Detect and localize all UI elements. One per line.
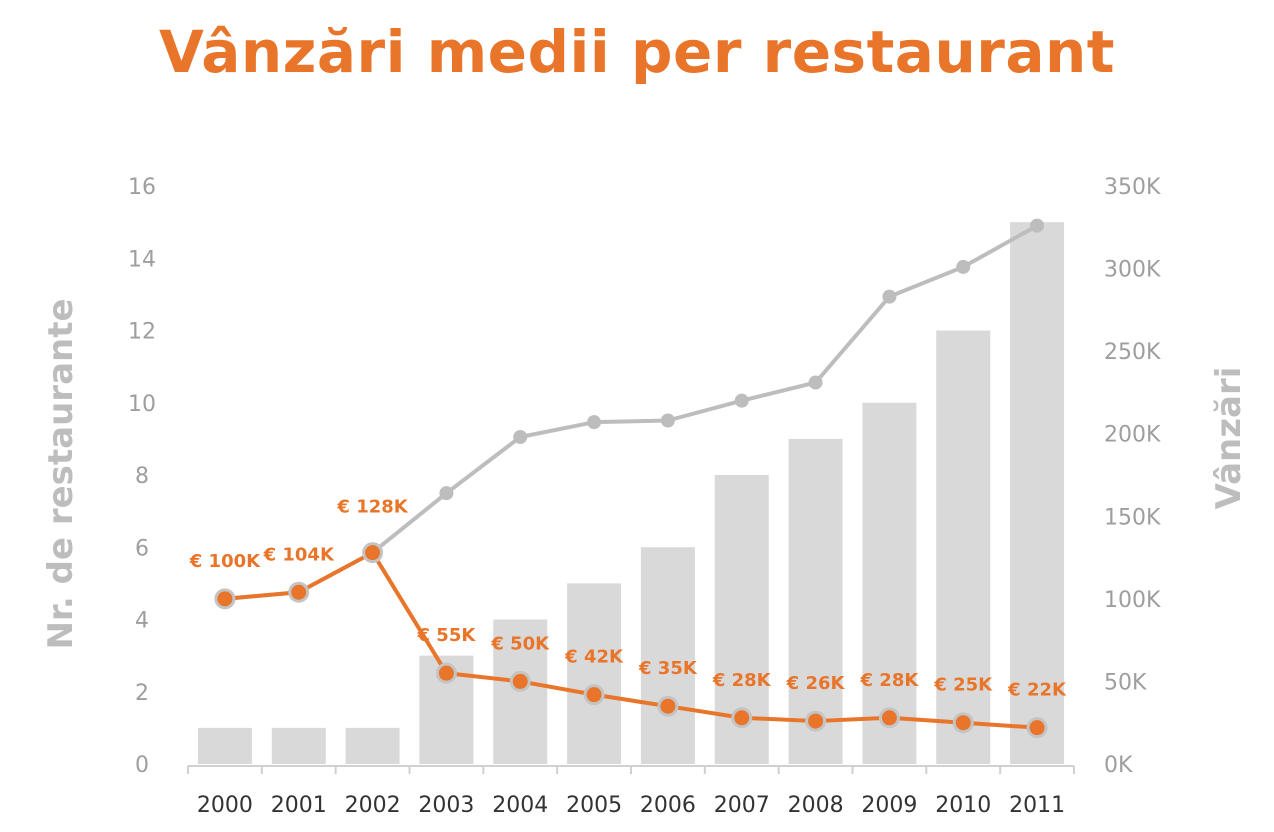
avg-sales-point: [435, 662, 457, 684]
y-axis-left-label: Nr. de restaurante: [41, 298, 81, 649]
y-right-tick-label: 200K: [1104, 423, 1161, 448]
data-label: € 100K: [189, 551, 261, 572]
data-labels: € 100K € 104K € 128K € 55K € 50K € 42K € 35K € …: [189, 497, 1067, 701]
y-axis-right-label: Vânzări: [1209, 367, 1249, 510]
sales-line-series: [224, 218, 1045, 601]
bar: [936, 330, 991, 764]
y-right-tick-label: 0K: [1104, 753, 1133, 778]
data-label: € 128K: [336, 497, 408, 518]
sales-point: [439, 486, 454, 501]
y-left-tick-label: 14: [128, 247, 156, 272]
bar: [197, 727, 252, 764]
x-tick-label: 2005: [566, 793, 622, 818]
x-axis: 2000 2001 2002 2003 2004 2005 2006 2007 2008 2009…: [187, 765, 1075, 818]
avg-sales-point: [288, 581, 310, 603]
x-tick-label: 2010: [935, 793, 991, 818]
x-tick-label: 2002: [345, 793, 401, 818]
y-left-tick-label: 16: [128, 175, 156, 200]
avg-sales-point: [583, 684, 605, 706]
sales-point: [882, 289, 897, 304]
sales-point: [1030, 218, 1045, 233]
avg-sales-point: [731, 707, 753, 729]
data-label: € 50K: [490, 633, 550, 654]
sales-point: [808, 375, 823, 390]
data-label: € 55K: [417, 625, 477, 646]
bar: [862, 402, 917, 764]
y-left-tick-label: 6: [135, 536, 149, 561]
avg-sales-point: [509, 670, 531, 692]
avg-sales-point: [952, 712, 974, 734]
x-tick-label: 2009: [861, 793, 917, 818]
y-right-tick-label: 50K: [1104, 670, 1147, 695]
x-tick-label: 2000: [197, 793, 253, 818]
data-label: € 26K: [786, 673, 846, 694]
avg-sales-point: [1026, 717, 1048, 739]
bar: [1010, 222, 1065, 764]
x-tick-label: 2006: [640, 793, 696, 818]
sales-point: [587, 415, 602, 430]
y-right-tick-label: 350K: [1104, 175, 1161, 200]
avg-sales-point: [805, 710, 827, 732]
bar: [271, 727, 326, 764]
y-left-tick-label: 2: [135, 681, 149, 706]
data-label: € 35K: [638, 658, 698, 679]
y-left-tick-label: 10: [128, 392, 156, 417]
y-left-tick-label: 12: [128, 320, 156, 345]
data-label: € 28K: [712, 670, 772, 691]
y-axis-right: 0K 50K 100K 150K 200K 250K 300K 350K: [1104, 175, 1161, 778]
sales-point: [513, 430, 528, 445]
y-right-tick-label: 300K: [1104, 258, 1161, 283]
y-left-tick-label: 8: [135, 464, 149, 489]
x-tick-label: 2011: [1009, 793, 1065, 818]
y-right-tick-label: 100K: [1104, 588, 1161, 613]
data-label: € 28K: [860, 670, 920, 691]
bar: [640, 547, 695, 764]
bar: [788, 438, 843, 764]
avg-sales-point: [657, 695, 679, 717]
bar: [567, 583, 622, 764]
y-left-tick-label: 0: [135, 753, 149, 778]
x-tick-label: 2004: [492, 793, 548, 818]
x-tick-label: 2008: [788, 793, 844, 818]
data-label: € 42K: [564, 647, 624, 668]
data-label: € 25K: [933, 675, 993, 696]
data-label: € 22K: [1007, 680, 1067, 701]
bar-series: [197, 222, 1065, 764]
sales-point: [956, 259, 971, 274]
avg-sales-line: [224, 550, 1038, 730]
bar: [345, 727, 400, 764]
y-right-tick-label: 250K: [1104, 340, 1161, 365]
x-tick-label: 2001: [271, 793, 327, 818]
avg-sales-line-series: [214, 542, 1048, 739]
avg-sales-point: [214, 588, 236, 610]
y-right-tick-label: 150K: [1104, 505, 1161, 530]
x-tick-label: 2007: [714, 793, 770, 818]
avg-sales-point: [878, 707, 900, 729]
sales-point: [734, 393, 749, 408]
sales-point: [660, 413, 675, 428]
y-left-tick-label: 4: [135, 609, 149, 634]
avg-sales-point: [362, 542, 384, 564]
x-tick-label: 2003: [418, 793, 474, 818]
data-label: € 104K: [263, 544, 335, 565]
chart-title: Vânzări medii per restaurant: [159, 18, 1115, 86]
y-axis-left: 0 2 4 6 8 10 12 14 16: [128, 175, 156, 778]
